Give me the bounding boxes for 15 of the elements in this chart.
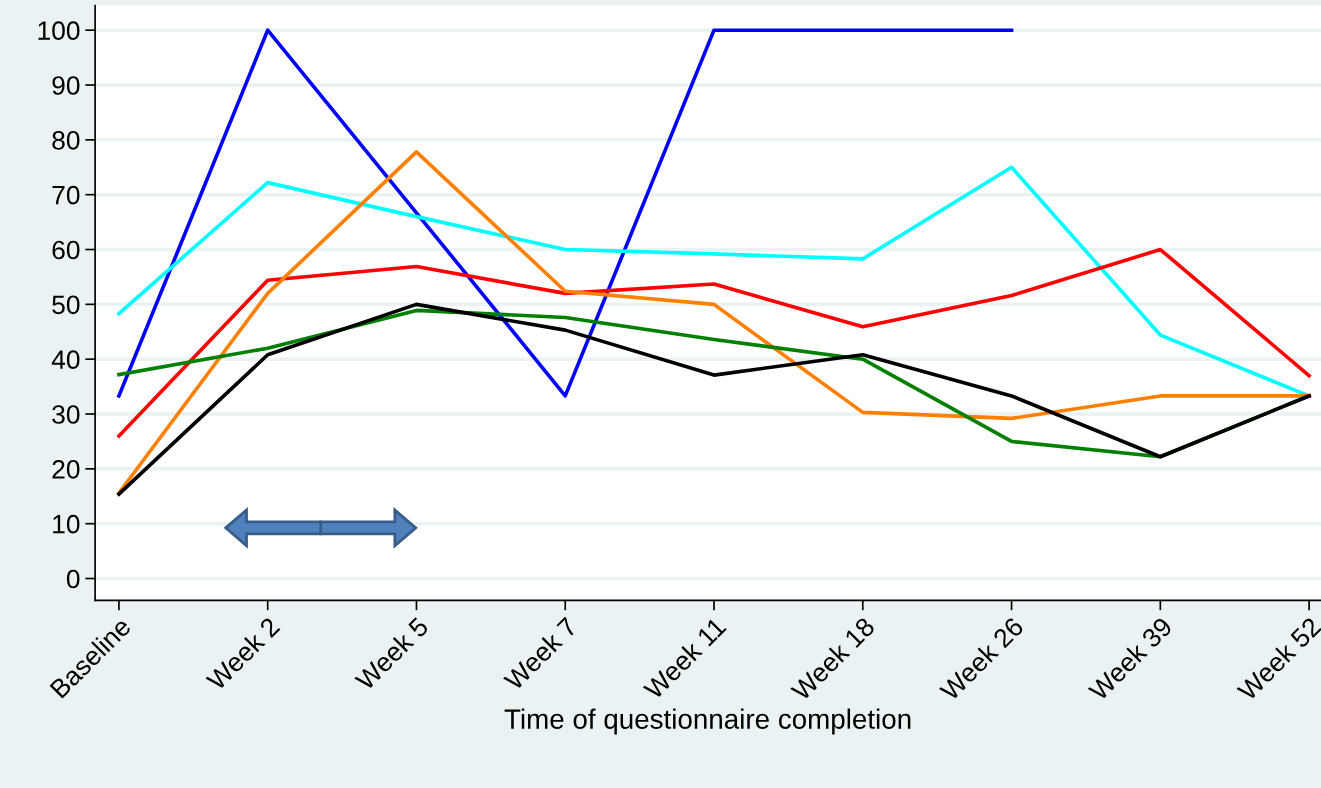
- y-tick-label: 30: [52, 405, 80, 424]
- y-tick-label: 40: [51, 350, 80, 370]
- y-tick-label: 80: [52, 130, 80, 150]
- line-series: [117, 150, 1311, 495]
- y-tick-label: 90: [52, 76, 80, 95]
- y-tick-label: 10: [53, 514, 80, 534]
- y-tick-label: 20: [52, 459, 80, 479]
- x-axis-title: Time of questionnaire completion: [504, 708, 911, 735]
- y-tick-label: 50: [52, 295, 80, 315]
- y-tick-label: 100: [38, 21, 80, 41]
- line-series: [117, 247, 1311, 438]
- y-tick-label: 70: [52, 185, 80, 205]
- line-series: [117, 302, 1311, 496]
- y-tick-label: 0: [66, 569, 80, 589]
- y-tick-label: 60: [52, 240, 80, 260]
